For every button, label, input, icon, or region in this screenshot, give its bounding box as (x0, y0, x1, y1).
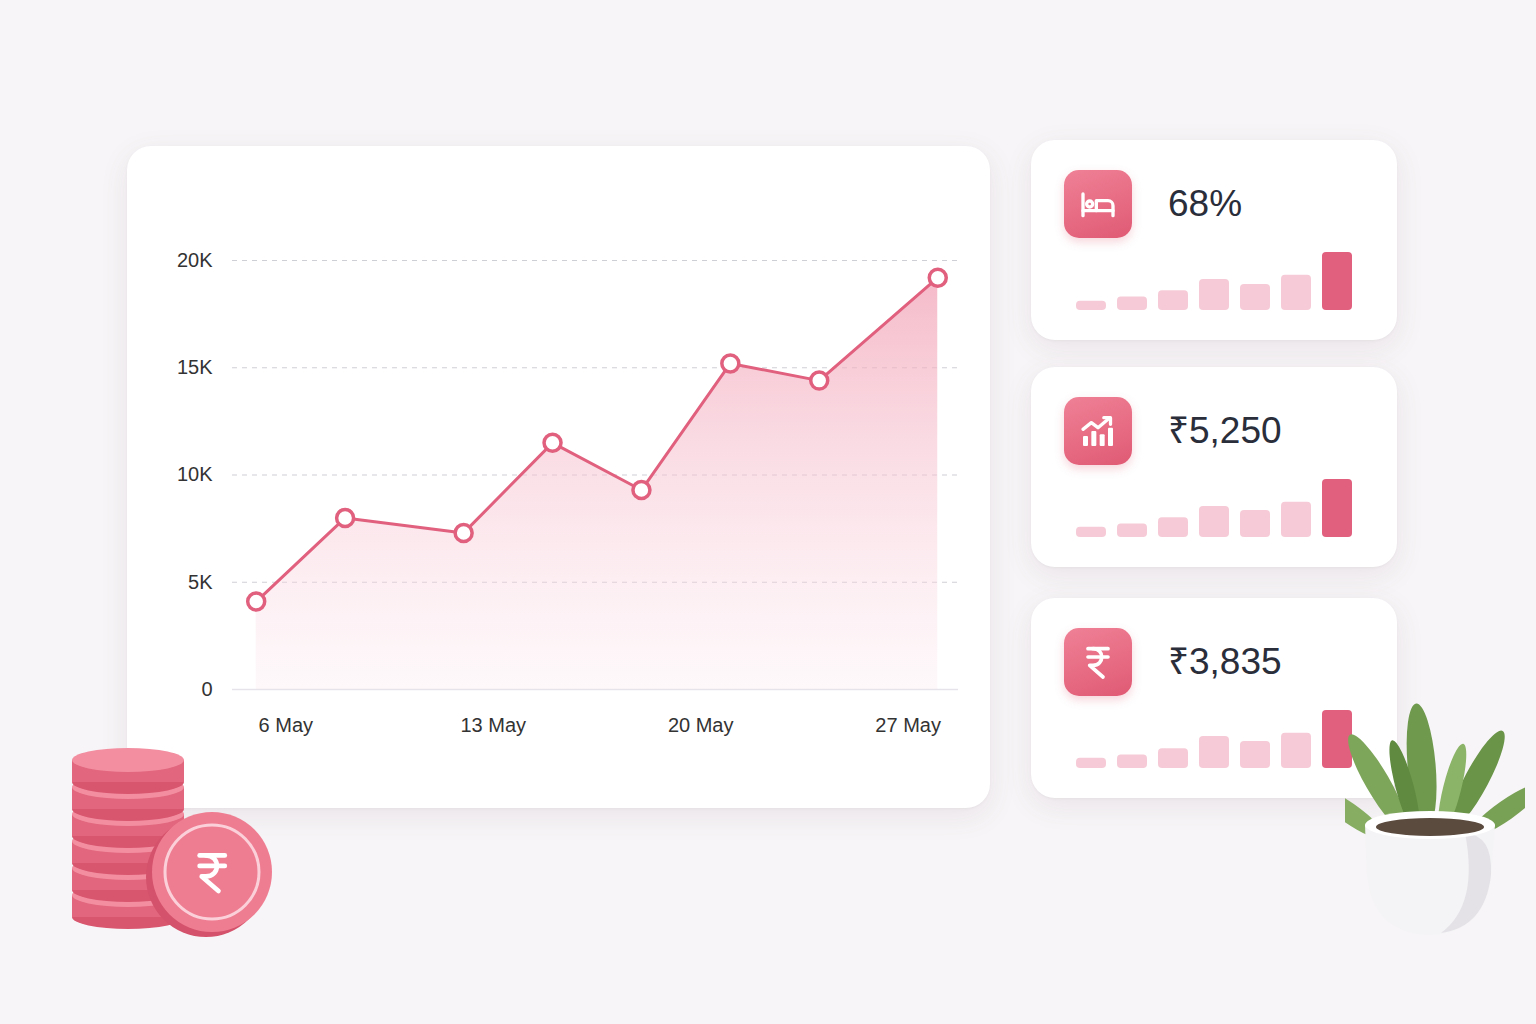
html-text:₹5,250: ₹5,250 (1168, 410, 1282, 451)
svg-text:27 May: 27 May (875, 714, 941, 736)
html-text:68%: 68% (1168, 183, 1243, 224)
svg-text:13 May: 13 May (460, 714, 526, 736)
html-text:₹3,835: ₹3,835 (1168, 641, 1282, 682)
svg-text:10K: 10K (177, 463, 213, 485)
svg-text:6 May: 6 May (259, 714, 313, 736)
svg-text:20 May: 20 May (668, 714, 734, 736)
svg-text:15K: 15K (177, 356, 213, 378)
svg-text:5K: 5K (188, 571, 213, 593)
svg-text:0: 0 (201, 678, 212, 700)
svg-text:20K: 20K (177, 249, 213, 271)
